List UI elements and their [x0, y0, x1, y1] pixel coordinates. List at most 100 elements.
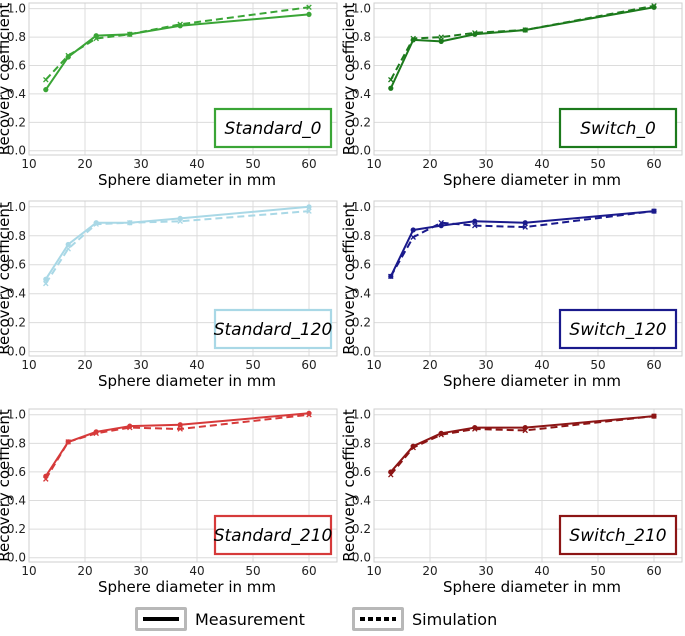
- chart-panel-4: 10 20 30 40 50 60 0.0 0.2 0.4 0.6 0.8 1.0 Sphere dia…: [0, 408, 338, 596]
- measurement-point: [472, 218, 478, 224]
- y-axis-label: Recovery coefficient: [340, 3, 358, 156]
- panel-title: Standard_0: [225, 119, 322, 139]
- x-tick-label: 10: [366, 157, 381, 171]
- simulation-line: [45, 6, 310, 81]
- y-tick-label: 0.8: [7, 436, 26, 450]
- measurement-point: [410, 443, 416, 449]
- figure-canvas: 10 20 30 40 50 60 0.0 0.2 0.4 0.6 0.8 1.0 Sphere dia…: [0, 2, 683, 596]
- y-tick-label: 0.6: [7, 59, 26, 73]
- title-box: [213, 107, 333, 149]
- simulation-point: [522, 224, 528, 230]
- title-box: [213, 514, 333, 556]
- y-tick-label: 0.0: [352, 345, 371, 359]
- y-tick-label: 0.2: [352, 115, 371, 129]
- legend-dashed-swatch: [352, 607, 404, 631]
- measurement-point: [438, 38, 444, 44]
- x-tick-label: 60: [301, 358, 316, 372]
- y-tick-label: 0.2: [7, 316, 26, 330]
- x-axis-label: Sphere diameter in mm: [443, 372, 621, 390]
- measurement-point: [651, 413, 657, 419]
- measurement-point: [388, 469, 394, 475]
- x-axis-label: Sphere diameter in mm: [443, 578, 621, 596]
- x-tick-label: 10: [21, 564, 36, 578]
- plot-area: [28, 2, 338, 156]
- x-tick-label: 20: [77, 564, 92, 578]
- x-tick-label: 60: [646, 157, 661, 171]
- measurement-point: [410, 37, 416, 43]
- y-tick-label: 0.4: [352, 287, 371, 301]
- panel-title: Switch_120: [569, 320, 666, 340]
- x-tick-label: 20: [77, 358, 92, 372]
- y-axis-label: Recovery coefficient: [0, 409, 13, 562]
- x-tick-label: 50: [590, 358, 605, 372]
- x-axis-label: Sphere diameter in mm: [98, 171, 276, 189]
- legend-measurement-label: Measurement: [195, 609, 305, 629]
- x-tick-label: 40: [189, 564, 204, 578]
- measurement-point: [472, 424, 478, 431]
- measurement-line: [44, 205, 310, 280]
- plot-area: [373, 200, 683, 357]
- y-axis-label: Recovery coefficient: [340, 202, 358, 355]
- y-tick-label: 0.6: [352, 59, 371, 73]
- y-tick-label: 0.8: [352, 436, 371, 450]
- y-axis-label: Recovery coefficient: [340, 409, 358, 562]
- measurement-point: [177, 422, 183, 428]
- measurement-line: [390, 415, 655, 473]
- x-tick-label: 60: [646, 564, 661, 578]
- chart-panel-5: 10 20 30 40 50 60 0.0 0.2 0.4 0.6 0.8 1.0 Sphere dia…: [340, 408, 683, 596]
- legend-simulation: Simulation: [352, 604, 497, 634]
- measurement-point: [93, 429, 99, 435]
- y-tick-label: 1.0: [352, 2, 371, 16]
- measurement-point: [438, 430, 444, 436]
- x-tick-label: 20: [77, 157, 92, 171]
- title-box: [213, 308, 333, 350]
- measurement-point: [127, 220, 133, 226]
- measurement-point: [651, 4, 657, 10]
- legend-solid-swatch: [135, 607, 187, 631]
- x-tick-label: 40: [189, 157, 204, 171]
- y-tick-label: 0.2: [7, 522, 26, 536]
- title-box: [558, 308, 678, 350]
- simulation-line: [44, 210, 310, 285]
- panel-title: Switch_0: [580, 119, 656, 139]
- x-tick-label: 10: [366, 564, 381, 578]
- x-tick-label: 60: [301, 564, 316, 578]
- measurement-point: [651, 208, 657, 214]
- title-box: [558, 107, 678, 149]
- x-tick-label: 30: [478, 157, 493, 171]
- plot-area: [373, 408, 683, 563]
- y-tick-label: 0.8: [7, 229, 26, 243]
- y-axis-label: Recovery coefficient: [0, 202, 13, 355]
- measurement-point: [177, 23, 183, 29]
- y-tick-label: 0.6: [7, 258, 26, 272]
- simulation-point: [472, 222, 478, 229]
- measurement-point: [306, 204, 312, 210]
- x-tick-label: 30: [133, 358, 148, 372]
- measurement-point: [127, 31, 133, 37]
- y-tick-label: 0.0: [352, 551, 371, 565]
- x-tick-label: 50: [590, 157, 605, 171]
- panel-title: Standard_120: [214, 320, 333, 340]
- simulation-point: [306, 208, 312, 214]
- y-tick-label: 1.0: [7, 408, 26, 422]
- measurement-point: [43, 276, 49, 282]
- measurement-point: [388, 85, 394, 91]
- simulation-point: [177, 426, 183, 432]
- y-tick-label: 0.4: [7, 494, 26, 508]
- x-tick-label: 50: [245, 157, 260, 171]
- measurement-point: [65, 439, 71, 445]
- measurement-point: [43, 473, 49, 479]
- y-tick-label: 1.0: [7, 2, 26, 16]
- measurement-point: [522, 27, 528, 33]
- measurement-point: [65, 241, 71, 248]
- y-axis-label: Recovery coefficient: [0, 3, 13, 156]
- x-tick-label: 60: [301, 157, 316, 171]
- x-tick-label: 40: [189, 358, 204, 372]
- x-tick-label: 30: [478, 358, 493, 372]
- measurement-point: [410, 227, 416, 233]
- simulation-point: [438, 34, 444, 40]
- x-tick-label: 50: [590, 564, 605, 578]
- measurement-point: [177, 215, 183, 221]
- title-box: [558, 514, 678, 556]
- y-tick-label: 0.8: [352, 30, 371, 44]
